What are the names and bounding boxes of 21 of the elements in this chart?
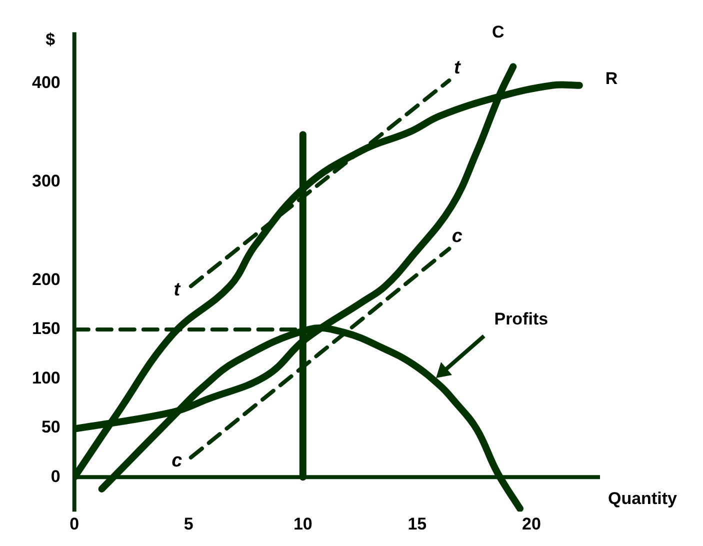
- y-tick-label: 50: [41, 418, 60, 437]
- y-tick-label: 200: [32, 270, 60, 289]
- y-tick-label: 150: [32, 319, 60, 338]
- x-tick-label: 15: [408, 514, 427, 534]
- y-tick-label: 400: [32, 73, 60, 92]
- y-tick-label: 0: [50, 466, 60, 486]
- y-tick-label: 100: [32, 368, 60, 388]
- annotation: c: [172, 450, 183, 472]
- series-label: R: [605, 69, 618, 88]
- x-tick-label: 0: [70, 514, 80, 534]
- x-tick-label: 5: [184, 514, 194, 534]
- y-tick-label: 300: [32, 172, 60, 191]
- annotation: t: [454, 58, 461, 79]
- x-tick-label: 20: [522, 514, 541, 534]
- annotation: c: [452, 226, 463, 247]
- x-tick-label: 10: [293, 514, 312, 534]
- series-label: C: [492, 22, 504, 42]
- x-axis-title: Quantity: [608, 488, 678, 508]
- annotation: Profits: [494, 310, 548, 329]
- annotation: t: [174, 279, 181, 300]
- y-axis-title: $: [46, 30, 56, 49]
